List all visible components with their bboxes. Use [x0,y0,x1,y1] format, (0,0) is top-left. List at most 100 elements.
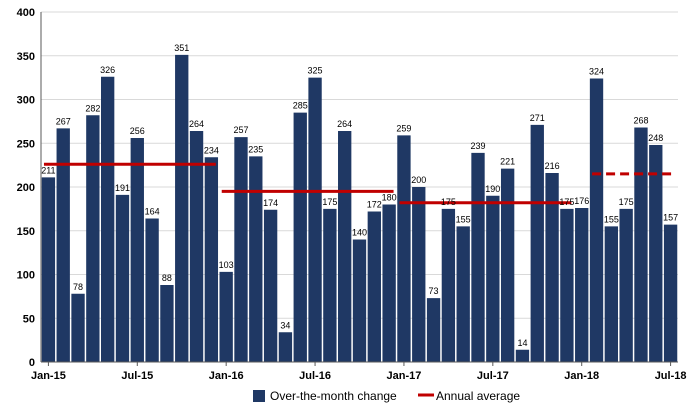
bar-value-label: 351 [174,43,189,53]
bar [441,208,456,362]
x-tick-label: Jul-16 [299,370,331,382]
bar [575,208,589,362]
bar [352,239,367,362]
bar [545,173,559,362]
bar [634,127,648,362]
bar [367,211,381,362]
x-tick-label: Jul-15 [121,370,153,382]
bar-value-label: 235 [248,144,263,154]
bar [560,208,574,362]
bar-value-label: 271 [530,113,545,123]
bar [219,271,233,362]
y-tick-label: 150 [17,226,35,238]
bar [145,218,159,362]
bar-value-label: 175 [322,197,337,207]
bar [397,135,411,362]
bar-value-label: 264 [189,119,204,129]
legend-label-bar: Over-the-month change [270,389,397,403]
bar-value-label: 34 [280,320,290,330]
bar [338,131,352,362]
bar-value-label: 234 [204,145,219,155]
bar-value-label: 157 [663,213,678,223]
x-tick-label: Jul-18 [655,370,687,382]
bar-value-label: 164 [145,207,160,217]
bar [160,285,174,362]
bar [71,293,85,362]
bar [204,157,219,362]
bar [293,112,307,362]
bar-value-label: 73 [429,286,439,296]
bar-value-label: 180 [382,193,397,203]
bar [263,209,278,362]
bar [175,54,189,362]
bar [589,78,604,362]
bar [382,204,396,362]
bar-value-label: 191 [115,183,130,193]
y-tick-label: 50 [23,313,35,325]
bar [249,156,263,362]
y-tick-label: 300 [17,95,35,107]
x-tick-label: Jan-17 [387,370,422,382]
y-tick-label: 250 [17,138,35,150]
bar [56,128,70,362]
bar [500,168,515,362]
x-tick-label: Jul-17 [477,370,509,382]
bar [189,131,204,362]
bar [234,137,248,362]
bar-value-label: 285 [293,101,308,111]
bar [515,349,530,362]
bar-value-label: 103 [219,260,234,270]
bar-value-label: 155 [456,214,471,224]
bar [663,224,678,362]
bar [412,187,426,362]
bar [130,138,144,362]
bar [100,76,115,362]
bar [278,332,293,362]
bar [456,226,470,362]
bar [308,77,322,362]
bar-value-label: 256 [130,126,145,136]
bar-value-label: 268 [633,116,648,126]
bar-value-label: 326 [100,65,115,75]
bar [323,208,337,362]
bars [41,54,678,362]
y-tick-label: 0 [29,357,35,369]
y-tick-label: 100 [17,270,35,282]
bar [471,152,485,362]
y-tick-label: 200 [17,182,35,194]
x-tick-label: Jan-18 [564,370,599,382]
x-tick-label: Jan-16 [209,370,244,382]
bar [41,177,56,362]
bar-value-label: 175 [441,197,456,207]
bar-value-label: 200 [411,175,426,185]
bar-value-label: 221 [500,157,515,167]
bar-value-label: 174 [263,198,278,208]
bar-value-label: 175 [559,197,574,207]
bar [619,208,633,362]
bar-value-label: 190 [485,184,500,194]
bar-value-label: 248 [648,133,663,143]
y-axis: 0 50 100 150 200 250 300 350 400 [17,7,42,369]
legend-swatch-bar [253,390,265,402]
bar-value-label: 155 [604,214,619,224]
bar-value-label: 257 [233,125,248,135]
bar-value-label: 324 [589,67,604,77]
bar [486,195,500,362]
bar-value-label: 78 [73,282,83,292]
bar-value-label: 211 [41,165,55,175]
bar-value-label: 175 [619,197,634,207]
bar [530,124,544,362]
bar-value-label: 88 [162,273,172,283]
bar-value-label: 267 [56,116,71,126]
bar [86,115,100,362]
x-tick-label: Jan-15 [31,370,66,382]
bar-value-label: 140 [352,228,367,238]
bar-value-label: 264 [337,119,352,129]
bar-value-label: 259 [396,123,411,133]
annual-average-lines [43,162,676,205]
bar [426,298,441,362]
bar [649,145,663,362]
legend-label-line: Annual average [436,389,520,403]
data-labels: 211 267 78 282 326 191 256 164 88 351 264 234 103 257… [41,43,678,348]
